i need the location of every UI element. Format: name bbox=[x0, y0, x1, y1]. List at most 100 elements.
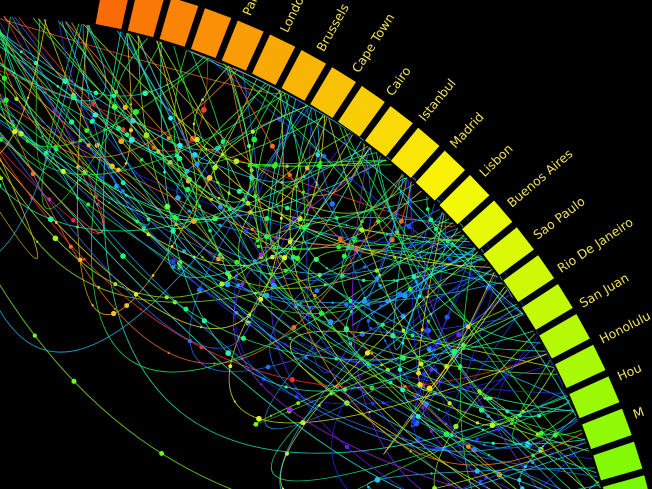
curve-dot bbox=[1, 75, 8, 81]
curve-dot bbox=[77, 257, 83, 263]
connection-curve bbox=[0, 104, 307, 353]
connection-curve bbox=[496, 337, 592, 459]
curve-dot bbox=[537, 413, 542, 418]
curve-dot bbox=[252, 163, 256, 167]
curve-dot bbox=[284, 343, 287, 346]
curve-dot bbox=[194, 161, 200, 167]
connection-curve bbox=[173, 45, 381, 303]
curve-dot bbox=[170, 258, 176, 265]
connection-curve bbox=[0, 16, 225, 262]
ring-segment bbox=[308, 65, 358, 120]
connection-curve bbox=[269, 208, 598, 478]
connection-curve bbox=[0, 19, 47, 154]
curve-dot bbox=[192, 122, 196, 126]
curve-dot bbox=[361, 298, 368, 304]
curve-dot bbox=[240, 335, 247, 342]
curve-dot bbox=[396, 291, 403, 298]
curve-dot bbox=[334, 216, 339, 220]
curve-dot bbox=[521, 409, 525, 413]
curve-dot bbox=[325, 267, 328, 270]
connection-curve bbox=[357, 394, 568, 489]
curve-dot bbox=[336, 244, 341, 250]
curve-dot bbox=[378, 283, 382, 288]
curve-dot bbox=[191, 218, 197, 224]
curve-dot bbox=[167, 160, 172, 165]
curve-dot bbox=[400, 387, 406, 393]
curve-dot bbox=[19, 50, 23, 54]
ring-segment bbox=[580, 407, 634, 451]
curve-dot bbox=[296, 401, 301, 405]
connection-curve bbox=[0, 52, 238, 158]
curve-dot bbox=[251, 136, 258, 143]
connection-curve bbox=[188, 50, 577, 416]
connection-curve bbox=[290, 330, 554, 489]
curve-dot bbox=[172, 214, 177, 219]
curve-dot bbox=[426, 319, 430, 323]
curve-dot bbox=[380, 363, 384, 367]
curve-dot bbox=[201, 256, 204, 259]
curve-dot bbox=[464, 251, 467, 254]
curve-dot bbox=[345, 224, 348, 227]
ring-segment bbox=[481, 225, 536, 277]
curve-dot bbox=[417, 381, 423, 388]
curve-dot bbox=[370, 351, 374, 355]
curve-dot bbox=[84, 128, 89, 133]
curve-dot bbox=[91, 304, 94, 307]
connection-curve bbox=[65, 21, 517, 489]
curve-dot bbox=[183, 306, 189, 312]
curve-dot bbox=[71, 378, 77, 384]
curve-dot bbox=[366, 318, 371, 323]
curve-dot bbox=[269, 414, 273, 417]
curve-dot bbox=[392, 279, 396, 282]
curve-dot bbox=[194, 136, 200, 143]
curve-dot bbox=[418, 361, 424, 367]
connection-curve bbox=[410, 181, 498, 422]
curve-dot bbox=[279, 216, 283, 220]
curve-dot bbox=[331, 301, 334, 304]
curve-dot bbox=[430, 472, 433, 475]
connection-curve bbox=[103, 31, 568, 454]
curve-dot bbox=[361, 449, 364, 453]
curve-dot bbox=[268, 272, 272, 276]
connection-curve bbox=[398, 177, 524, 315]
curve-dot bbox=[96, 232, 99, 235]
curve-dot bbox=[89, 119, 95, 125]
ring-segment bbox=[414, 149, 467, 202]
curve-dot bbox=[43, 150, 49, 156]
curve-dot bbox=[139, 308, 142, 311]
curve-dot bbox=[199, 326, 202, 329]
curve-dot bbox=[234, 259, 240, 265]
curve-dot bbox=[429, 429, 433, 433]
curve-dot bbox=[166, 136, 171, 140]
curve-dot bbox=[374, 476, 381, 483]
curve-dot bbox=[167, 351, 170, 354]
curve-dot bbox=[294, 394, 299, 399]
connection-curve bbox=[407, 178, 585, 489]
connection-curve bbox=[0, 156, 39, 259]
connection-curve bbox=[0, 64, 252, 220]
ring-segment bbox=[591, 440, 644, 482]
ring-segment bbox=[158, 0, 200, 49]
ring-segment bbox=[601, 474, 649, 489]
curve-dot bbox=[447, 483, 451, 487]
curve-dot bbox=[481, 428, 485, 432]
connection-curve bbox=[197, 83, 326, 164]
curve-dot bbox=[344, 444, 350, 450]
curve-dot bbox=[250, 227, 254, 231]
curve-dot bbox=[233, 400, 236, 403]
curve-dot bbox=[206, 174, 213, 181]
curve-dot bbox=[113, 308, 117, 311]
curve-dot bbox=[168, 115, 174, 121]
curve-dot bbox=[284, 205, 290, 211]
curve-dot bbox=[227, 192, 231, 195]
curve-dot bbox=[426, 385, 433, 392]
connection-curve bbox=[32, 17, 271, 151]
curve-dot bbox=[63, 108, 66, 111]
curve-dot bbox=[200, 106, 207, 113]
connection-curve bbox=[0, 23, 83, 252]
curve-dot bbox=[344, 302, 349, 307]
curve-dot bbox=[47, 216, 54, 223]
curve-dot bbox=[378, 273, 381, 277]
curve-dot bbox=[353, 247, 358, 252]
curve-dot bbox=[258, 252, 264, 258]
